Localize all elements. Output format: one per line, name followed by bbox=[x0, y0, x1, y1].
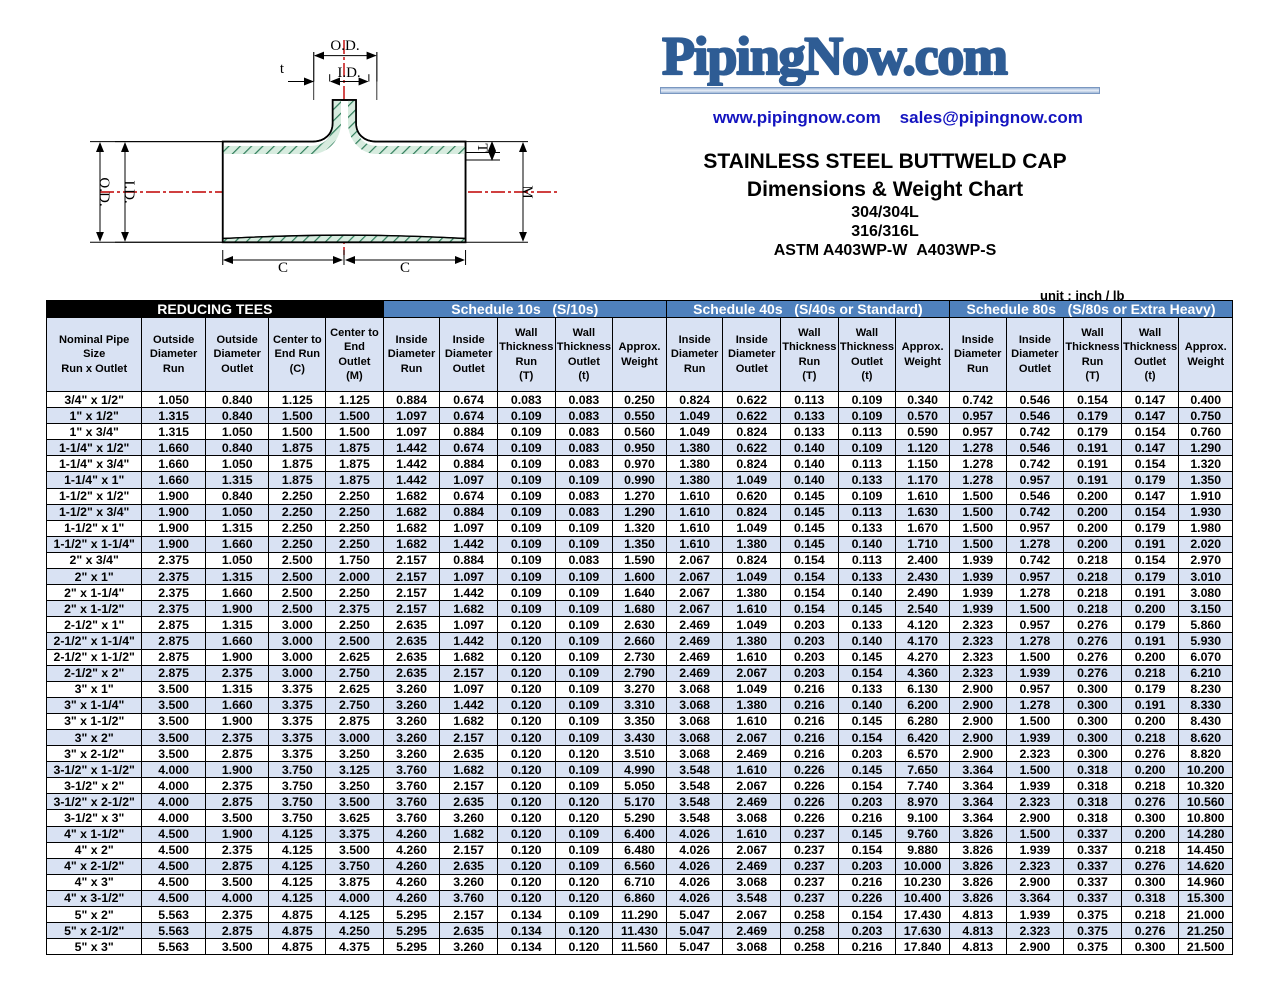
svg-text:O.D.: O.D. bbox=[330, 38, 359, 54]
svg-text:t: t bbox=[280, 61, 285, 77]
svg-text:C: C bbox=[400, 260, 410, 276]
svg-text:I.D.: I.D. bbox=[337, 65, 360, 81]
svg-text:O.D.: O.D. bbox=[96, 177, 112, 206]
svg-text:M: M bbox=[519, 185, 535, 198]
svg-text:I.D.: I.D. bbox=[121, 180, 137, 203]
svg-text:PipingNow.com: PipingNow.com bbox=[662, 26, 1008, 86]
svg-text:C: C bbox=[278, 260, 288, 276]
svg-text:T: T bbox=[474, 143, 490, 152]
